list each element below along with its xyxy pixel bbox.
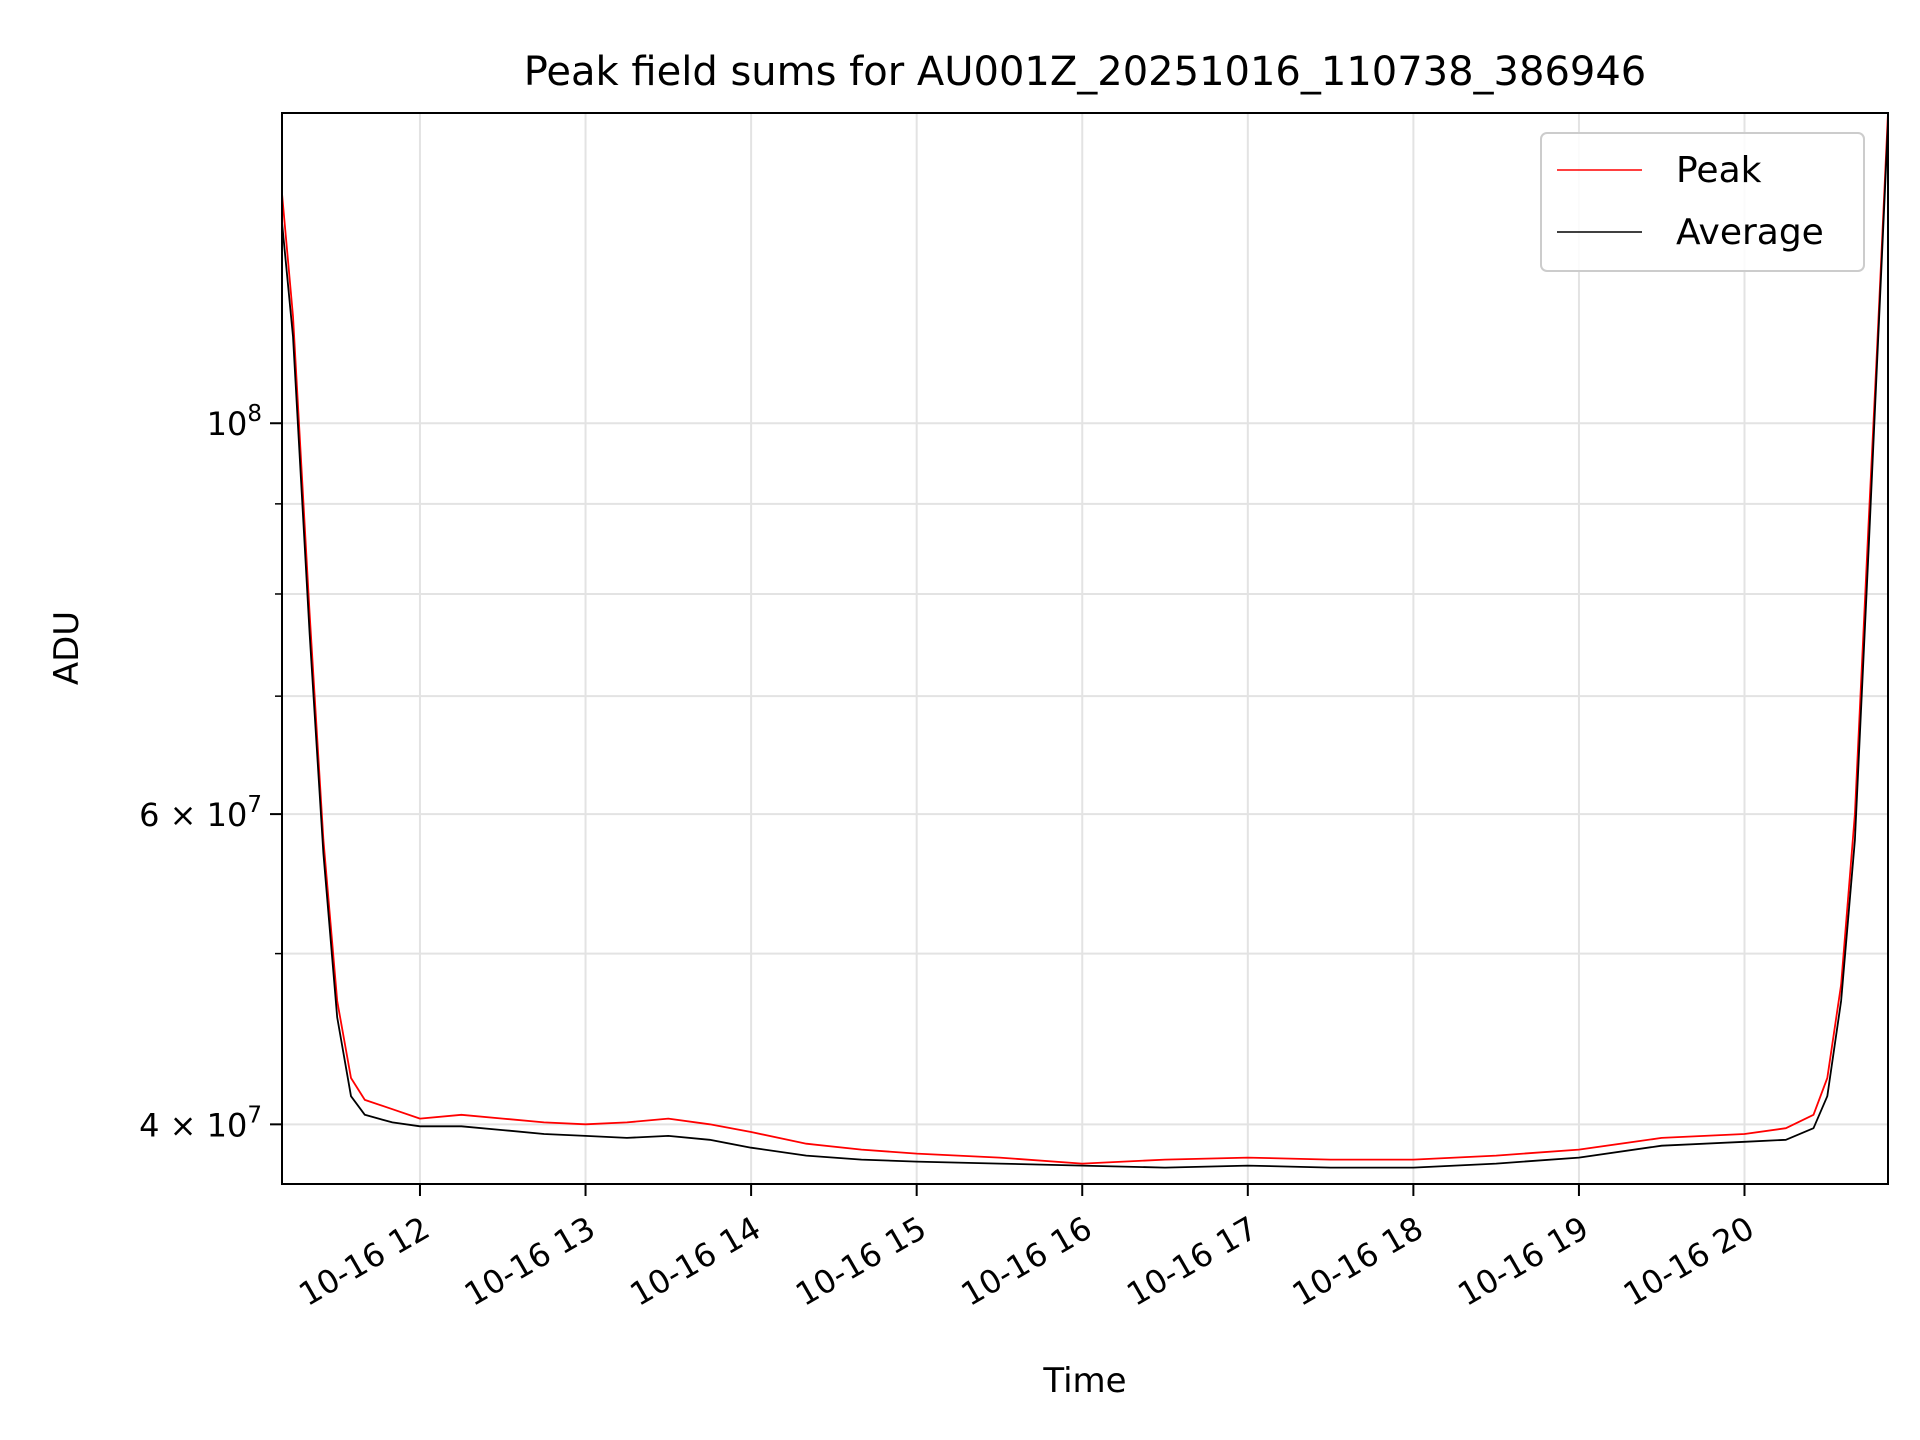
y-axis: 4 × 107 6 × 107 108 [139, 401, 282, 1144]
legend-label-average: Average [1676, 212, 1824, 253]
y-tick-label: 4 × 107 [139, 1102, 262, 1144]
series-line-peak [281, 112, 1889, 1165]
y-tick-label: 6 × 107 [139, 792, 262, 834]
plot-area [281, 112, 1889, 1169]
y-axis-label: ADU [47, 611, 87, 685]
legend-label-peak: Peak [1676, 150, 1762, 191]
series-line-average [281, 123, 1889, 1169]
plot-frame [281, 112, 1889, 1185]
y-tick-label: 108 [207, 401, 262, 443]
chart-title: Peak field sums for AU001Z_20251016_1107… [524, 49, 1647, 95]
legend-box [1540, 132, 1865, 272]
x-axis-label: Time [1042, 1361, 1126, 1401]
grid [282, 113, 1888, 1184]
legend: Peak Average [1540, 132, 1865, 272]
